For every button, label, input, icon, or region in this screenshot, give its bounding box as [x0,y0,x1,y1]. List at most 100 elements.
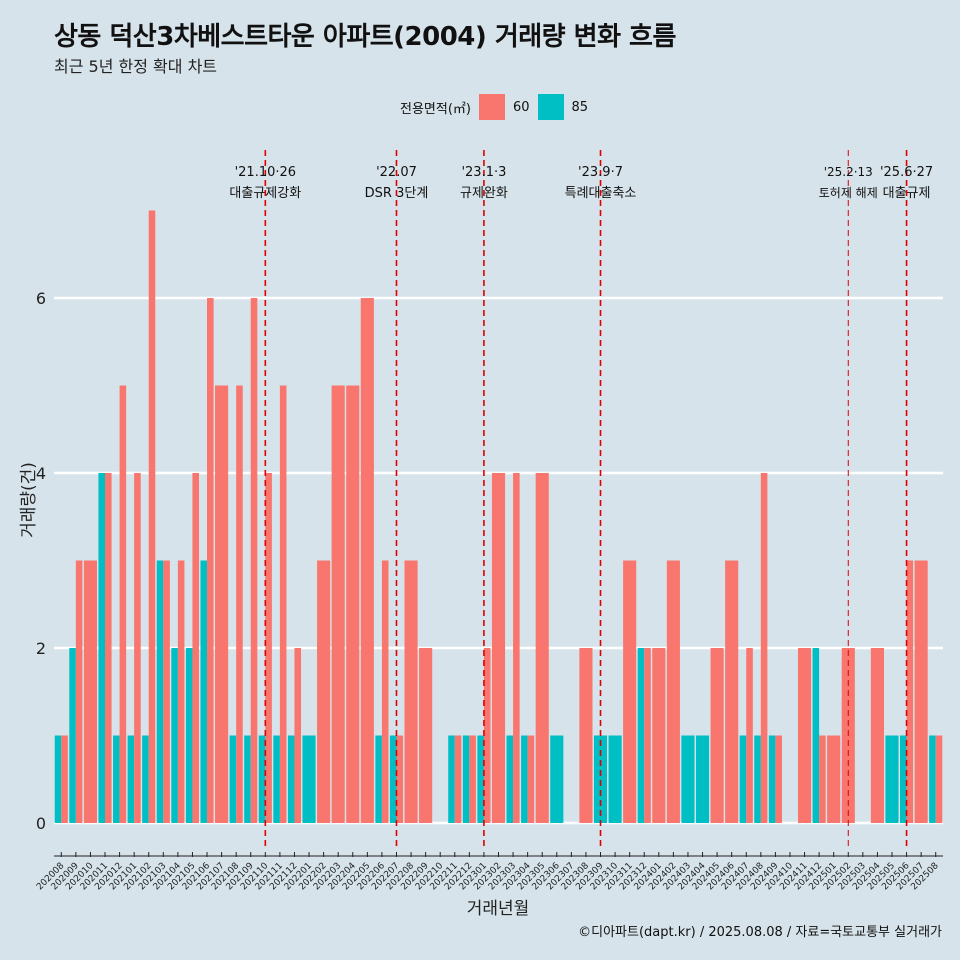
event-date-202506: '25.6·27 [880,165,933,180]
bar-60-202408 [760,473,768,823]
bar-60-202302 [491,473,506,823]
bar-60-202211 [454,735,462,823]
y-tick-label: 6 [36,289,46,308]
bar-85-202011 [98,473,106,823]
bar-60-202506 [906,560,914,823]
bar-60-202012 [119,385,127,823]
bar-85-202409 [768,735,776,823]
bar-85-202408 [754,735,761,823]
bar-60-202010 [83,560,97,823]
bar-60-202209 [419,648,433,823]
event-date-202207: '22.07 [376,165,417,180]
bar-60-202405 [710,648,724,823]
bar-60-202208 [404,560,418,823]
bar-60-202312 [644,648,651,823]
bar-85-202201 [302,735,316,823]
x-axis-title: 거래년월 [467,899,530,919]
bar-85-202403 [681,735,695,823]
bar-60-202401 [652,648,666,823]
bar-60-202411 [797,648,812,823]
bar-85-202101 [127,735,135,823]
bar-60-202212 [469,735,476,823]
bar-60-202203 [331,385,345,823]
bar-85-202206 [375,735,382,823]
bar-85-202008 [54,735,62,823]
bar-60-202109 [250,298,258,823]
bar-60-202412 [819,735,826,823]
legend-title: 전용면적(㎡) [400,101,471,117]
event-label-202301: 규제완화 [460,186,508,201]
bar-85-202309 [593,735,608,823]
bar-85-202508 [929,735,936,823]
event-date-202502: '25.2·13 [824,165,873,179]
bar-85-202112 [287,735,295,823]
bar-60-202204 [346,385,360,823]
bar-85-202412 [812,648,820,823]
chart-subtitle: 최근 5년 한정 확대 차트 [54,57,218,76]
legend-key-60 [478,94,505,120]
y-axis-title: 거래량(건) [19,462,39,538]
bar-60-202101 [134,473,141,823]
legend-label-60: 60 [512,99,530,115]
bar-60-202106 [207,298,214,823]
bar-60-202110 [265,473,272,823]
bar-85-202506 [900,735,907,823]
bar-60-202008 [61,735,68,823]
bar-60-202504 [870,648,884,823]
bar-60-202406 [725,560,739,823]
bar-60-202011 [105,473,112,823]
bar-85-202303 [506,735,514,823]
bar-85-202012 [113,735,120,823]
bar-60-202402 [666,560,680,823]
y-tick-label: 0 [36,814,46,833]
bar-60-202009 [75,560,83,823]
legend-label-85: 85 [571,99,589,115]
bar-85-202111 [273,735,280,823]
bar-85-202312 [637,648,645,823]
bar-60-202102 [148,210,156,823]
bar-85-202301 [477,735,484,823]
bar-60-202304 [527,735,535,823]
bar-60-202111 [279,385,287,823]
bar-85-202108 [229,735,237,823]
bar-60-202303 [513,473,520,823]
bar-60-202507 [914,560,928,823]
y-tick-label: 2 [36,639,46,658]
event-date-202309: '23.9·7 [578,165,623,180]
bar-60-202508 [935,735,943,823]
bar-85-202505 [885,735,899,823]
bar-60-202206 [381,560,389,823]
bar-85-202310 [608,735,622,823]
bar-85-202207 [389,735,397,823]
legend: 전용면적(㎡) 60 85 [400,92,588,122]
bar-85-202106 [200,560,208,823]
bar-60-202205 [360,298,374,823]
bar-60-202112 [294,648,302,823]
caption: ©디아파트(dapt.kr) / 2025.08.08 / 자료=국토교통부 실… [578,925,942,940]
bar-60-202104 [177,560,185,823]
bar-85-202404 [695,735,710,823]
chart-title: 상동 덕산3차베스트타운 아파트(2004) 거래량 변화 흐름 [54,22,676,52]
bar-85-202212 [462,735,470,823]
bar-85-202109 [244,735,251,823]
bar-60-202308 [579,648,593,823]
bar-60-202107 [215,385,229,823]
event-label-202207: DSR 3단계 [365,186,429,201]
bar-60-202202 [317,560,331,823]
bar-85-202306 [550,735,564,823]
event-date-202110: '21.10·26 [235,165,296,180]
bar-85-202009 [69,648,76,823]
event-label-202506: 대출규제 [883,186,931,201]
bar-85-202304 [521,735,528,823]
bar-60-202501 [827,735,841,823]
bar-85-202104 [171,648,178,823]
bar-85-202102 [142,735,149,823]
bar-60-202103 [163,560,170,823]
y-tick-label: 4 [36,464,46,483]
event-label-202110: 대출규제강화 [229,186,301,201]
bar-60-202407 [746,648,753,823]
event-label-202309: 특례대출축소 [565,186,637,201]
event-label-202502: 토허제 해제 [819,186,878,200]
bar-60-202108 [236,385,243,823]
